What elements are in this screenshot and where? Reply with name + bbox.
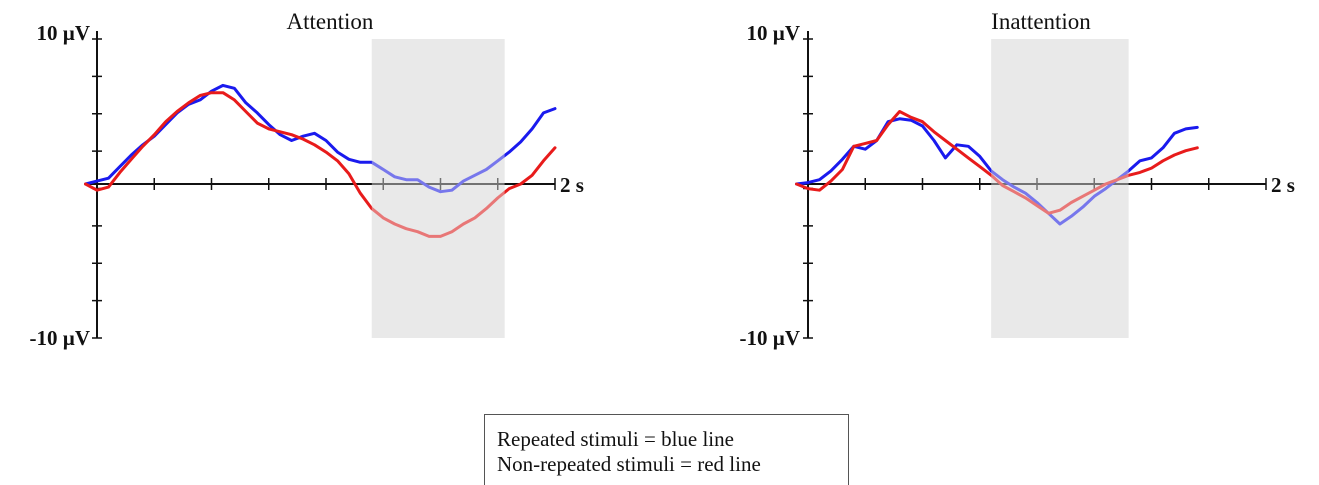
y-bottom-label: -10 µV [29,326,90,350]
series-line-blue [795,117,1199,226]
series-line-red [795,110,1199,215]
y-bottom-label: -10 µV [739,326,800,350]
y-top-label: 10 µV [746,21,800,45]
x-end-label: 2 s [1271,173,1295,197]
shaded-window-overlay [371,39,505,338]
panel-title-attention: Attention [287,9,374,34]
series-line-blue [84,83,557,194]
legend-entry-repeated: Repeated stimuli = blue line [497,427,734,451]
panel-title-inattention: Inattention [991,9,1091,34]
shaded-window-overlay [991,39,1129,338]
panel-attention: Attention 10 µV -10 µV 2 s [29,9,583,350]
series-line-red [84,91,557,238]
legend-entry-non-repeated: Non-repeated stimuli = red line [497,452,761,476]
legend-box: Repeated stimuli = blue line Non-repeate… [484,414,849,485]
panel-inattention: Inattention 10 µV -10 µV 2 s [739,9,1294,350]
y-top-label: 10 µV [36,21,90,45]
shaded-window [371,39,505,338]
x-end-label: 2 s [560,173,584,197]
